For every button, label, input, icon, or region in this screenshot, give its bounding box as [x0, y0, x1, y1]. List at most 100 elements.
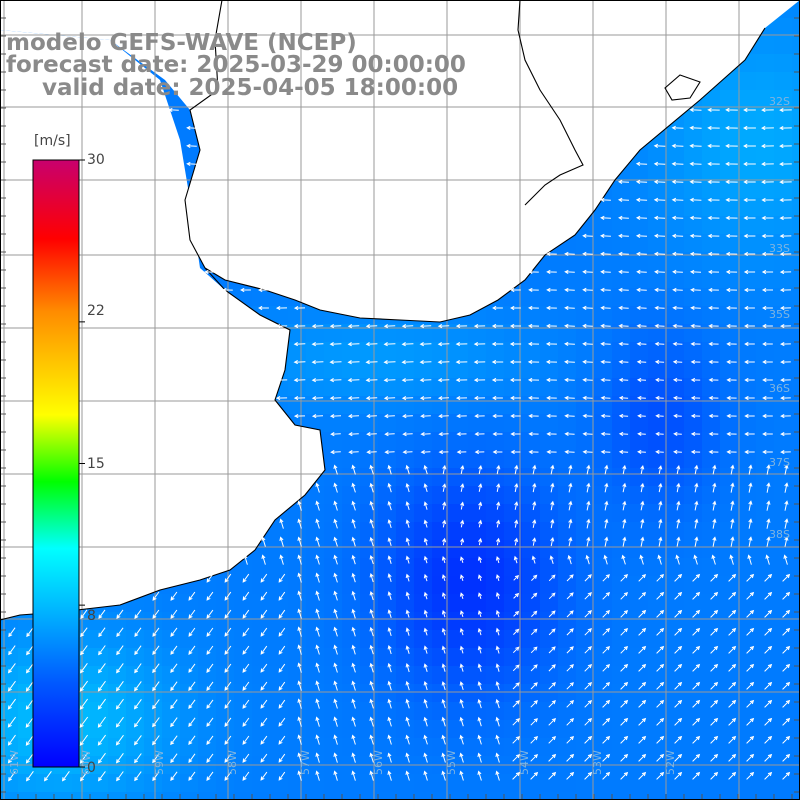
speed-cell [414, 792, 433, 800]
speed-cell [180, 738, 199, 757]
speed-cell [558, 504, 577, 523]
speed-cell [522, 558, 541, 577]
wind-arrow [275, 323, 288, 329]
speed-cell [396, 378, 415, 397]
wind-arrow [638, 771, 647, 780]
speed-cell [342, 666, 361, 685]
wind-arrow [261, 536, 266, 547]
wind-arrow [459, 752, 464, 763]
wind-arrow [600, 449, 611, 455]
wind-arrow [528, 395, 539, 401]
coast-line [0, 267, 326, 621]
speed-cell [486, 360, 505, 379]
wind-arrow [728, 609, 737, 618]
speed-cell [270, 540, 289, 559]
wind-arrow [405, 573, 410, 582]
speed-cell [684, 666, 703, 685]
wind-arrow [510, 287, 521, 293]
wind-arrow [654, 305, 665, 311]
speed-cell [756, 630, 775, 649]
wind-arrow [766, 518, 771, 529]
wind-arrow [784, 536, 789, 547]
wind-arrow [653, 161, 666, 167]
speed-cell [576, 738, 595, 757]
speed-cell [342, 468, 361, 487]
speed-cell [684, 738, 703, 757]
speed-cell [108, 738, 127, 757]
wind-arrow [654, 359, 665, 365]
speed-cell [666, 414, 685, 433]
wind-arrow [79, 771, 88, 782]
speed-cell [720, 252, 739, 271]
wind-arrow [79, 734, 89, 746]
speed-cell [630, 792, 649, 800]
wind-arrow [168, 107, 179, 113]
wind-arrow [674, 699, 683, 708]
wind-arrow [186, 143, 197, 149]
wind-arrow [603, 554, 608, 565]
wind-arrow [170, 591, 178, 601]
wind-arrow [689, 107, 702, 113]
speed-cell [252, 288, 271, 307]
speed-cell [684, 108, 703, 127]
wind-arrow [618, 449, 629, 455]
wind-arrow [725, 215, 738, 221]
wind-arrow [764, 753, 773, 762]
speed-cell [108, 666, 127, 685]
wind-arrow [478, 464, 483, 475]
speed-cell [756, 198, 775, 217]
wind-arrow [564, 395, 575, 401]
speed-cell [684, 504, 703, 523]
wind-arrow [495, 716, 500, 727]
wind-arrow [671, 179, 684, 185]
wind-arrow [690, 431, 701, 437]
wind-arrow [689, 251, 702, 257]
speed-cell [288, 720, 307, 739]
wind-arrow [638, 699, 647, 708]
wind-arrow [564, 431, 575, 437]
speed-cell [756, 126, 775, 145]
speed-cell [738, 504, 757, 523]
speed-cell [468, 576, 487, 595]
wind-arrow [674, 663, 683, 672]
wind-arrow [206, 627, 214, 637]
speed-cell [630, 558, 649, 577]
speed-cell [792, 270, 800, 289]
speed-cell [486, 414, 505, 433]
speed-cell [684, 162, 703, 181]
speed-cell [270, 774, 289, 793]
speed-cell [396, 468, 415, 487]
speed-cell [288, 630, 307, 649]
speed-cell [756, 792, 775, 800]
wind-arrow [638, 681, 647, 690]
wind-arrow [726, 449, 737, 455]
wind-arrow [566, 592, 574, 600]
speed-cell [162, 594, 181, 613]
speed-cell [288, 648, 307, 667]
speed-cell [180, 126, 199, 145]
wind-arrow [690, 377, 701, 383]
speed-cell [774, 252, 793, 271]
wind-arrow [672, 377, 683, 383]
wind-arrow [618, 305, 629, 311]
speed-cell [666, 126, 685, 145]
wind-arrow [242, 771, 250, 781]
speed-cell [684, 414, 703, 433]
wind-arrow [170, 753, 178, 764]
wind-arrow [782, 699, 791, 708]
wind-arrow [80, 609, 88, 620]
speed-cell [234, 774, 253, 793]
speed-cell [648, 360, 667, 379]
speed-cell [684, 630, 703, 649]
wind-arrow [694, 518, 699, 529]
speed-cell [612, 486, 631, 505]
wind-arrow [496, 501, 501, 510]
colorbar-tick: 15 [87, 456, 105, 472]
wind-arrow [495, 609, 500, 618]
wind-arrow [387, 537, 392, 546]
wind-arrow [602, 627, 611, 636]
speed-cell [684, 270, 703, 289]
wind-arrow [582, 251, 593, 257]
speed-cell [684, 702, 703, 721]
speed-cell [576, 234, 595, 253]
